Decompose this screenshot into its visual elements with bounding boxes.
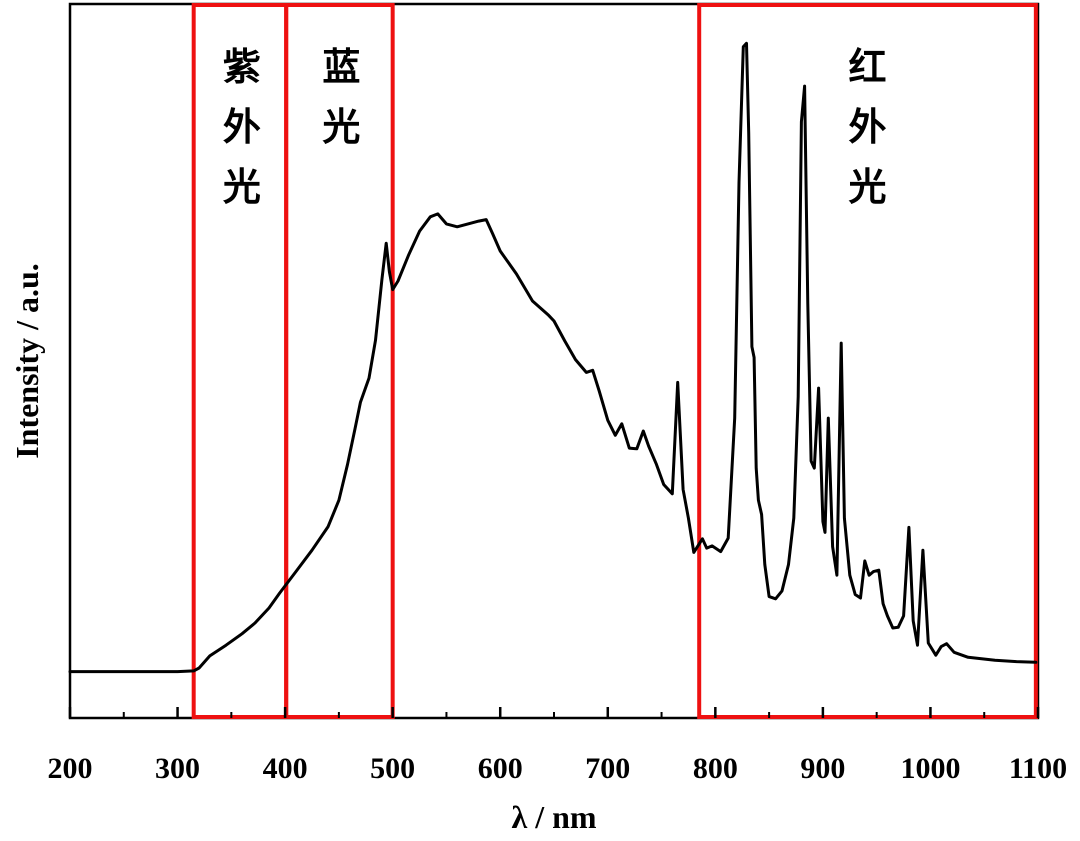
x-tick-label: 700 [585,752,630,785]
x-axis-ticks: 200 300 400 500 600 700 800 900 1000 1100 [48,707,1067,785]
region-label: 光 [223,165,261,209]
x-tick-label: 600 [478,752,523,785]
x-tick-label: 1100 [1009,752,1067,785]
region-label: 光 [849,165,887,209]
plot-area [68,2,1040,720]
y-axis-title: Intensity / a.u. [9,263,45,459]
x-axis-title: λ / nm [511,799,596,835]
x-tick-label: 200 [48,752,93,785]
x-tick-label: 900 [800,752,845,785]
x-tick-label: 300 [155,752,200,785]
region-label: 光 [322,105,360,149]
spectrum-line [68,41,1038,674]
region-label: 红 [849,45,887,89]
x-tick-label: 500 [370,752,415,785]
region-label: 蓝 [322,45,360,89]
x-tick-label: 800 [693,752,738,785]
region-label: 外 [223,105,261,149]
region-box [697,3,1038,719]
region-label: 紫 [223,45,261,89]
x-tick-label: 400 [263,752,308,785]
region-label: 外 [849,105,887,149]
x-tick-label: 1000 [900,752,960,785]
plot-frame [68,2,1040,720]
